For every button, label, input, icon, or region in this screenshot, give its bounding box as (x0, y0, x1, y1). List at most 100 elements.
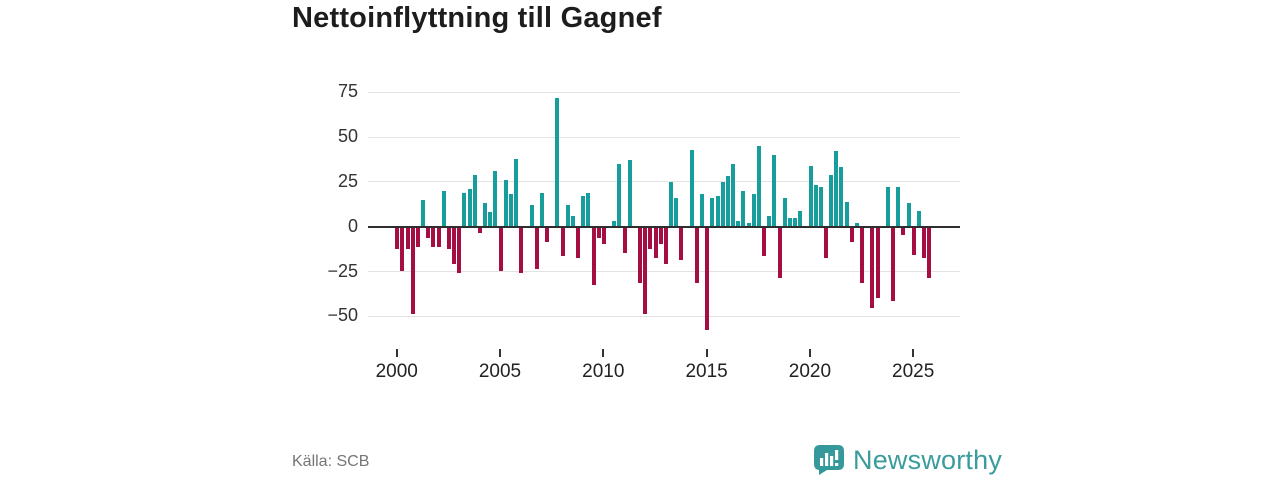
bar (870, 227, 875, 309)
bar (612, 221, 617, 227)
bar (457, 227, 462, 273)
y-axis-label: 50 (337, 126, 358, 146)
bar (746, 223, 751, 227)
bar (854, 223, 859, 227)
bar (508, 194, 513, 227)
bar (715, 196, 720, 227)
x-axis-label: 2010 (582, 361, 625, 382)
bar (514, 158, 519, 227)
bar (741, 190, 746, 227)
x-tick-mark (808, 349, 811, 357)
bar (519, 227, 524, 273)
bar (849, 227, 854, 243)
y-axis-label: 25 (337, 170, 358, 191)
bar (446, 227, 451, 250)
bar (638, 227, 643, 284)
bar (813, 185, 818, 227)
y-axis-label: −25 (327, 260, 358, 281)
bar (777, 227, 782, 278)
bar (694, 227, 699, 284)
y-axis-label: −50 (327, 305, 358, 326)
gridline--25 (368, 271, 960, 273)
x-axis: 2000 2005 2010 2015 2020 2025 (368, 349, 960, 389)
y-axis-label: 75 (337, 81, 358, 102)
bar (844, 201, 849, 227)
bar (772, 154, 777, 227)
bar (731, 163, 736, 227)
x-tick-mark (602, 349, 605, 357)
plot-area (368, 80, 960, 345)
bar (400, 227, 405, 271)
bar (906, 203, 911, 227)
source-text: Källa: SCB (292, 453, 370, 470)
bar (829, 174, 834, 227)
bar (860, 227, 865, 284)
bar (767, 215, 772, 227)
bar (410, 227, 415, 314)
bar (823, 227, 828, 259)
bar (751, 194, 756, 227)
bar (653, 227, 658, 259)
bar (617, 163, 622, 227)
bar (472, 174, 477, 227)
bar (927, 227, 932, 278)
bar (787, 217, 792, 227)
x-axis-label: 2020 (788, 361, 832, 382)
bar (539, 192, 544, 227)
x-axis-label: 2000 (375, 361, 418, 382)
bar (793, 217, 797, 227)
bar (395, 227, 400, 250)
bar-chart-speech-bubble-icon (813, 444, 845, 476)
bar (545, 227, 550, 243)
bar (534, 227, 539, 269)
y-axis-label: 0 (347, 215, 358, 236)
bar (565, 205, 570, 227)
bar (700, 194, 705, 227)
bar (529, 205, 534, 227)
brand-name: Newsworthy (853, 444, 1003, 475)
bar (762, 227, 766, 257)
bar (911, 227, 916, 255)
bar (834, 151, 839, 227)
bar (705, 227, 710, 330)
x-tick-mark (499, 349, 501, 357)
bar (467, 189, 472, 227)
bar (436, 227, 441, 248)
x-tick-mark (912, 349, 915, 357)
zero-axis-line (368, 225, 960, 228)
bar (452, 227, 457, 264)
bar (483, 203, 488, 227)
bar (710, 197, 715, 227)
bar (891, 227, 896, 302)
bar (643, 227, 648, 314)
bar (493, 171, 498, 227)
bar (462, 192, 467, 227)
gridline--50 (368, 315, 960, 317)
x-axis-label: 2015 (685, 361, 728, 382)
bar (674, 197, 679, 227)
bar (922, 227, 927, 259)
bar (901, 227, 906, 235)
bar (622, 227, 627, 253)
bar (669, 181, 674, 227)
bar (663, 227, 668, 264)
bar (581, 196, 586, 227)
bar (648, 227, 653, 250)
bar (896, 187, 901, 227)
bar (627, 160, 632, 227)
bar (885, 187, 890, 227)
x-axis-label: 2005 (478, 361, 522, 382)
bar (503, 180, 508, 227)
bar (839, 167, 844, 227)
x-tick-mark (395, 349, 398, 357)
bar (415, 227, 420, 248)
bar (782, 197, 787, 227)
bar (570, 215, 575, 227)
bar (596, 227, 601, 239)
bar (405, 227, 410, 250)
x-tick-mark (705, 349, 708, 357)
bar (591, 227, 596, 286)
bar (679, 227, 684, 260)
bar (498, 227, 503, 271)
